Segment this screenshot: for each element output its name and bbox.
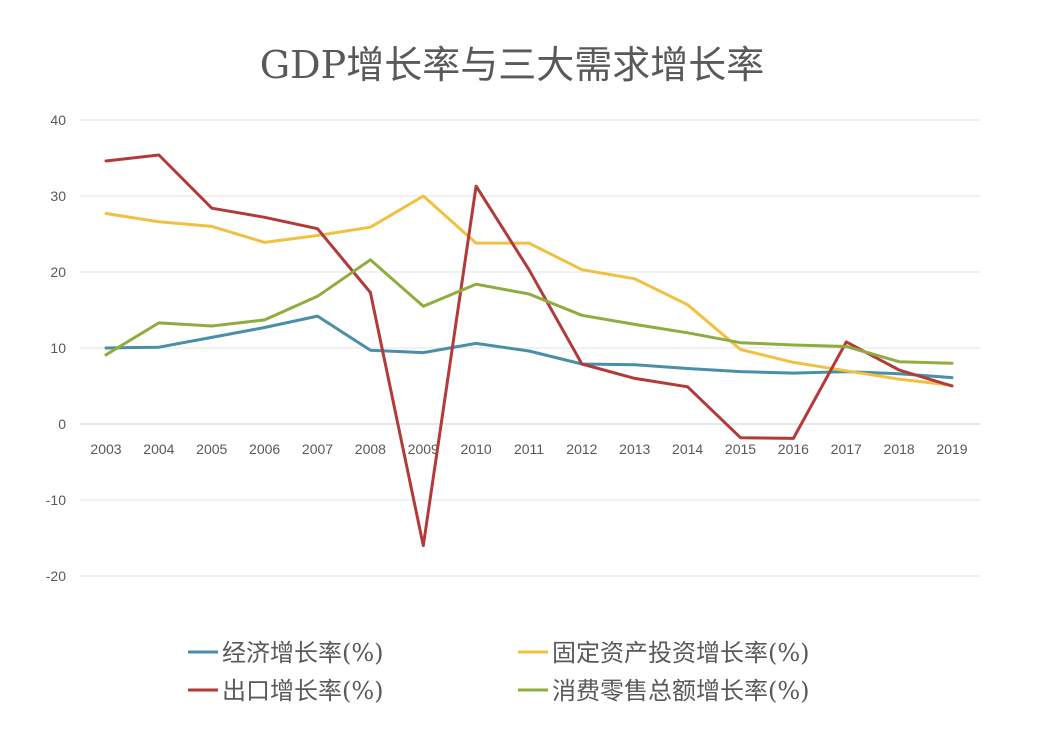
x-tick-label: 2016 bbox=[778, 441, 809, 457]
y-tick-label: 30 bbox=[50, 188, 66, 204]
legend-label-2: 出口增长率(%) bbox=[222, 677, 384, 705]
series-line-1 bbox=[104, 194, 954, 387]
legend-label-0: 经济增长率(%) bbox=[222, 639, 384, 667]
x-tick-label: 2019 bbox=[936, 441, 967, 457]
x-tick-label: 2009 bbox=[408, 441, 439, 457]
series-lines bbox=[104, 153, 954, 548]
x-tick-label: 2004 bbox=[143, 441, 174, 457]
legend-label-3: 消费零售总额增长率(%) bbox=[552, 677, 810, 705]
y-tick-label: -10 bbox=[46, 492, 66, 508]
series-line-3 bbox=[104, 258, 954, 365]
x-tick-label: 2003 bbox=[90, 441, 121, 457]
series-line-2 bbox=[104, 153, 954, 548]
x-tick-label: 2015 bbox=[725, 441, 756, 457]
x-axis-ticks: 2003 2004 2005 2006 2007 2008 2009 2010 2011 2012… bbox=[90, 441, 967, 457]
x-tick-label: 2017 bbox=[831, 441, 862, 457]
x-tick-label: 2006 bbox=[249, 441, 280, 457]
x-tick-label: 2010 bbox=[461, 441, 492, 457]
y-tick-label: 40 bbox=[50, 112, 66, 128]
series-line-0 bbox=[104, 314, 954, 380]
x-tick-label: 2007 bbox=[302, 441, 333, 457]
x-tick-label: 2005 bbox=[196, 441, 227, 457]
legend: 经济增长率(%) 固定资产投资增长率(%) 出口增长率(%) 消费零售总额增长率(%) bbox=[188, 639, 810, 705]
x-tick-label: 2008 bbox=[355, 441, 386, 457]
x-tick-label: 2018 bbox=[884, 441, 915, 457]
x-tick-label: 2012 bbox=[566, 441, 597, 457]
y-tick-label: 20 bbox=[50, 264, 66, 280]
x-tick-label: 2013 bbox=[619, 441, 650, 457]
chart-title: GDP增长率与三大需求增长率 bbox=[260, 43, 764, 87]
y-tick-label: 0 bbox=[58, 416, 66, 432]
y-tick-label: 10 bbox=[50, 340, 66, 356]
y-tick-label: -20 bbox=[46, 568, 66, 584]
x-tick-label: 2011 bbox=[514, 441, 544, 457]
legend-label-1: 固定资产投资增长率(%) bbox=[552, 639, 810, 667]
gridlines bbox=[80, 119, 980, 577]
y-axis-ticks: 40 30 20 10 0 -10 -20 bbox=[46, 112, 66, 584]
x-tick-label: 2014 bbox=[672, 441, 703, 457]
